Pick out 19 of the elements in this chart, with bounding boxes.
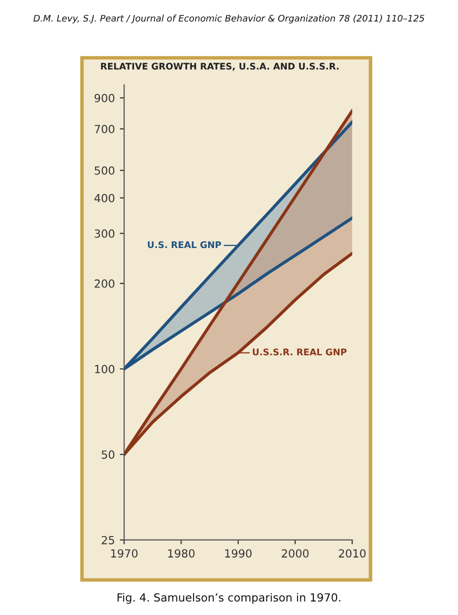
- x-tick-label: 1970: [111, 549, 138, 558]
- y-tick-label: 300: [94, 229, 114, 238]
- x-tick-label: 1980: [168, 549, 195, 558]
- y-tick-label: 200: [94, 279, 114, 288]
- y-tick-label: 900: [94, 94, 114, 102]
- caption: Fig. 4. Samuelson’s comparison in 1970.: [118, 593, 340, 604]
- text: D.M. Levy, S.J. Peart / Journal of Economic Behavior & Organization 78 (2011) 110–125: [34, 14, 424, 24]
- y-tick-label: 50: [102, 450, 114, 459]
- chart-title: RELATIVE GROWTH RATES, U.S.A. AND U.S.S.R.: [101, 62, 339, 71]
- x-tick-label: 1990: [225, 549, 252, 558]
- x-tick-label: 2000: [282, 549, 309, 558]
- annotation: U.S. REAL GNP: [148, 241, 222, 248]
- y-tick-label: 400: [94, 194, 114, 202]
- y-tick-label: 25: [102, 536, 114, 544]
- annotation: U.S.S.R. REAL GNP: [252, 348, 347, 356]
- y-tick-label: 500: [94, 166, 114, 175]
- y-tick-label: 100: [95, 364, 114, 374]
- y-tick-label: 700: [94, 124, 114, 134]
- x-tick-label: 2010: [338, 549, 366, 558]
